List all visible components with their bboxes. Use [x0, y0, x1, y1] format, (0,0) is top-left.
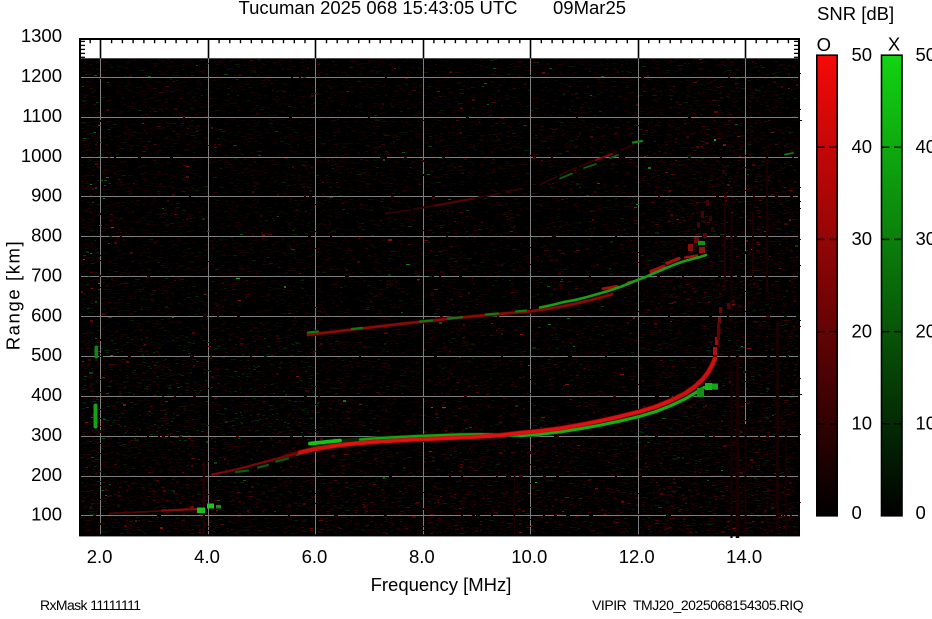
svg-text:VIPIR TMJ20_2025068154305.RIQ: VIPIR TMJ20_2025068154305.RIQ: [592, 597, 804, 613]
svg-text:700: 700: [31, 264, 62, 285]
svg-text:09Mar25: 09Mar25: [553, 0, 626, 18]
svg-text:1300: 1300: [21, 25, 62, 46]
svg-text:100: 100: [31, 504, 62, 525]
svg-text:4.0: 4.0: [194, 546, 220, 567]
svg-text:SNR [dB]: SNR [dB]: [817, 3, 894, 24]
svg-text:40: 40: [916, 136, 932, 157]
svg-text:20: 20: [916, 320, 932, 341]
svg-text:10: 10: [916, 413, 932, 434]
svg-text:RxMask 11111111: RxMask 11111111: [40, 597, 141, 613]
svg-text:Range [km]: Range [km]: [3, 240, 24, 351]
svg-text:2.0: 2.0: [87, 546, 113, 567]
svg-text:8.0: 8.0: [409, 546, 435, 567]
svg-text:0: 0: [852, 502, 862, 523]
svg-text:800: 800: [31, 225, 62, 246]
svg-text:6.0: 6.0: [302, 546, 328, 567]
svg-text:50: 50: [916, 44, 932, 65]
svg-text:12.0: 12.0: [619, 546, 655, 567]
svg-text:Frequency [MHz]: Frequency [MHz]: [371, 574, 512, 595]
svg-text:500: 500: [31, 344, 62, 365]
svg-text:0: 0: [916, 502, 926, 523]
svg-text:10.0: 10.0: [511, 546, 547, 567]
svg-text:O: O: [817, 34, 831, 55]
svg-text:10: 10: [852, 413, 873, 434]
svg-text:1100: 1100: [22, 105, 62, 126]
svg-text:30: 30: [916, 228, 932, 249]
svg-text:Tucuman 2025 068 15:43:05 UTC: Tucuman 2025 068 15:43:05 UTC: [239, 0, 518, 18]
svg-text:30: 30: [852, 228, 873, 249]
svg-text:40: 40: [852, 136, 873, 157]
svg-text:20: 20: [852, 320, 873, 341]
svg-text:400: 400: [31, 384, 62, 405]
svg-text:X: X: [888, 34, 900, 55]
svg-text:300: 300: [31, 424, 62, 445]
svg-text:14.0: 14.0: [726, 546, 762, 567]
svg-text:50: 50: [852, 44, 873, 65]
svg-text:600: 600: [31, 304, 62, 325]
svg-text:1200: 1200: [21, 65, 62, 86]
svg-text:1000: 1000: [21, 145, 62, 166]
svg-text:900: 900: [31, 185, 62, 206]
svg-text:200: 200: [31, 464, 62, 485]
